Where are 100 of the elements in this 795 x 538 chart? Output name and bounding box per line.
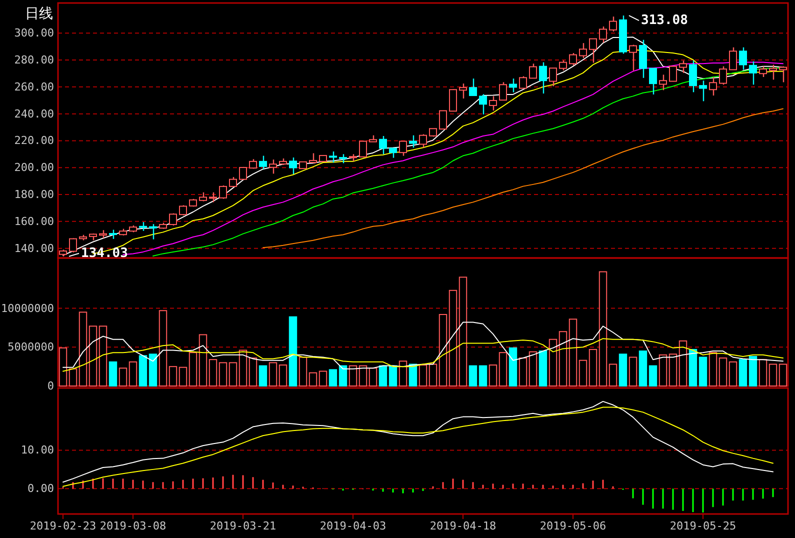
bar [598, 271, 608, 386]
bar [608, 364, 618, 386]
bar [118, 368, 128, 386]
y-tick-label: 280.00 [14, 54, 54, 67]
bar [568, 318, 578, 386]
bar [188, 352, 198, 386]
bar [698, 356, 708, 386]
y-tick-label: 260.00 [14, 80, 54, 94]
bar [548, 338, 558, 386]
x-tick-label: 2019-02-23 [30, 520, 96, 532]
bar [588, 348, 598, 386]
bar [58, 347, 68, 386]
bar [378, 365, 388, 386]
x-tick-label: 2019-04-03 [320, 520, 386, 532]
bar [658, 354, 668, 386]
bar [728, 361, 738, 386]
bar [468, 365, 478, 386]
x-tick-label: 2019-03-08 [100, 520, 166, 532]
bar [78, 312, 88, 386]
bar [288, 316, 298, 386]
bar [198, 334, 208, 386]
bar [688, 348, 698, 386]
y-tick-label: 5000000 [8, 340, 54, 354]
bar [758, 359, 768, 386]
bar [338, 365, 348, 386]
bar [158, 310, 168, 386]
bar [248, 358, 258, 386]
bar [448, 290, 458, 386]
line-series [62, 322, 784, 370]
bar [258, 365, 268, 386]
bar [508, 347, 518, 386]
bar [578, 360, 588, 386]
bar [628, 356, 638, 386]
y-tick-label: 0.00 [28, 482, 54, 496]
y-tick-label: 180.00 [14, 188, 54, 202]
bar [228, 362, 238, 386]
x-tick-label: 2019-05-06 [540, 520, 606, 532]
y-tick-label: 300.00 [14, 26, 54, 40]
bar [178, 366, 188, 386]
y-tick-label: 160.00 [14, 214, 54, 228]
bar [518, 358, 528, 386]
bar [208, 359, 218, 386]
bar [748, 356, 758, 386]
bar [88, 326, 98, 386]
y-tick-label: 0 [47, 380, 54, 392]
bar [538, 350, 548, 386]
bar [768, 364, 778, 386]
bar [128, 361, 138, 386]
y-tick-label: 240.00 [14, 107, 54, 120]
y-tick-label: 140.00 [14, 242, 54, 255]
bar [278, 364, 288, 386]
bar [268, 362, 278, 386]
bar [68, 368, 78, 386]
bar [718, 358, 728, 386]
bar [458, 276, 468, 386]
bar [498, 352, 508, 386]
bar [488, 364, 498, 386]
bar [108, 361, 118, 386]
bar [138, 355, 148, 386]
bar [328, 369, 338, 386]
y-tick-label: 10.00 [20, 444, 54, 457]
bar [438, 314, 448, 386]
bar [738, 359, 748, 386]
x-tick-label: 2019-04-18 [430, 520, 496, 532]
annotation: 134.03 [81, 246, 128, 261]
bar [308, 372, 318, 386]
chart-title: 日线 [25, 6, 53, 22]
bar [298, 356, 308, 386]
bar [408, 364, 418, 386]
bar [478, 365, 488, 386]
bar [318, 370, 328, 386]
annotation: 313.08 [641, 13, 688, 28]
bar [238, 350, 248, 386]
bar [348, 365, 358, 386]
y-tick-label: 200.00 [14, 161, 54, 174]
bar [218, 362, 228, 386]
bar [428, 364, 438, 386]
bar [148, 354, 158, 386]
bar [368, 368, 378, 386]
bar [648, 365, 658, 386]
bar [618, 354, 628, 386]
y-tick-label: 220.00 [14, 134, 54, 148]
x-tick-label: 2019-05-25 [670, 520, 736, 532]
bar [98, 326, 108, 386]
line-series [262, 108, 784, 248]
bar [168, 366, 178, 386]
x-tick-label: 2019-03-21 [210, 520, 276, 532]
bar [558, 331, 568, 386]
bar [388, 365, 398, 386]
bar [708, 352, 718, 386]
bar [638, 350, 648, 386]
bar [528, 351, 538, 386]
bar [678, 340, 688, 386]
bar [778, 364, 788, 386]
bar [358, 365, 368, 386]
bar [418, 364, 428, 386]
bar [668, 354, 678, 386]
line-series [62, 338, 784, 372]
bar [398, 360, 408, 386]
y-tick-label: 10000000 [1, 302, 54, 315]
